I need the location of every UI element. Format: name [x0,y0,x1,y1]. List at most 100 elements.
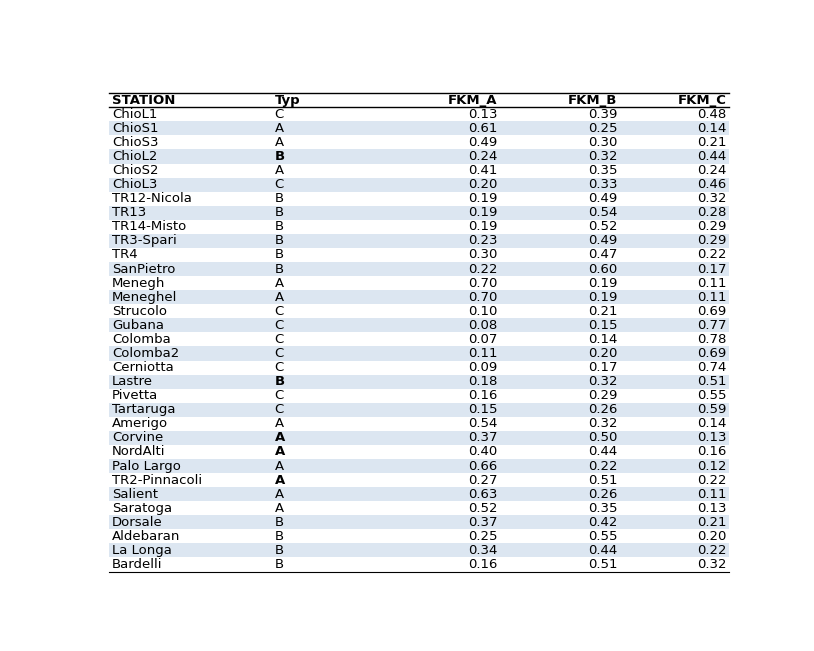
Text: B: B [274,558,284,571]
Bar [109,361,729,374]
Text: C: C [274,361,284,374]
Text: 0.22: 0.22 [468,262,497,275]
Text: 0.70: 0.70 [468,291,497,303]
Text: Bardelli: Bardelli [112,558,162,571]
Text: Salient: Salient [112,488,158,501]
Text: 0.11: 0.11 [468,347,497,360]
Text: 0.35: 0.35 [588,502,617,515]
Text: ChioS3: ChioS3 [112,136,159,149]
Text: 0.34: 0.34 [468,544,497,557]
Text: B: B [274,206,284,219]
Text: TR12-Nicola: TR12-Nicola [112,192,192,205]
Text: Palo Largo: Palo Largo [112,460,181,473]
Bar [109,374,729,389]
Text: B: B [274,530,284,543]
Text: 0.13: 0.13 [697,502,726,515]
Text: 0.46: 0.46 [697,178,726,191]
Text: A: A [274,277,284,290]
Text: 0.13: 0.13 [468,108,497,121]
Text: 0.55: 0.55 [588,530,617,543]
Text: Amerigo: Amerigo [112,417,168,430]
Text: 0.51: 0.51 [588,474,617,486]
Text: B: B [274,516,284,529]
Text: 0.23: 0.23 [468,234,497,247]
Text: A: A [274,417,284,430]
Text: 0.52: 0.52 [468,502,497,515]
Text: Cerniotta: Cerniotta [112,361,173,374]
Text: STATION: STATION [112,94,175,107]
Text: ChioL1: ChioL1 [112,108,157,121]
Text: A: A [274,460,284,473]
Text: 0.32: 0.32 [588,417,617,430]
Text: 0.77: 0.77 [697,319,726,332]
Bar [109,121,729,135]
Text: 0.21: 0.21 [697,136,726,149]
Text: TR4: TR4 [112,249,138,262]
Text: 0.48: 0.48 [697,108,726,121]
Bar [109,417,729,431]
Text: 0.07: 0.07 [468,333,497,346]
Text: C: C [274,389,284,402]
Text: 0.63: 0.63 [468,488,497,501]
Bar [109,220,729,234]
Text: 0.26: 0.26 [588,488,617,501]
Text: C: C [274,319,284,332]
Text: 0.54: 0.54 [468,417,497,430]
Text: 0.27: 0.27 [468,474,497,486]
Bar [109,318,729,333]
Text: 0.25: 0.25 [468,530,497,543]
Text: 0.19: 0.19 [468,192,497,205]
Text: La Longa: La Longa [112,544,172,557]
Text: 0.11: 0.11 [697,277,726,290]
Bar [109,135,729,150]
Text: 0.37: 0.37 [468,516,497,529]
Bar [109,346,729,361]
Text: TR14-Misto: TR14-Misto [112,220,186,233]
Text: 0.51: 0.51 [588,558,617,571]
Text: 0.61: 0.61 [468,122,497,135]
Text: 0.19: 0.19 [588,277,617,290]
Text: 0.14: 0.14 [588,333,617,346]
Text: 0.09: 0.09 [468,361,497,374]
Text: 0.66: 0.66 [468,460,497,473]
Text: B: B [274,220,284,233]
Text: 0.51: 0.51 [697,375,726,388]
Text: 0.50: 0.50 [588,432,617,445]
Text: B: B [274,249,284,262]
Text: 0.74: 0.74 [697,361,726,374]
Bar [109,206,729,220]
Text: 0.47: 0.47 [588,249,617,262]
Text: 0.21: 0.21 [697,516,726,529]
Text: 0.12: 0.12 [697,460,726,473]
Bar [109,276,729,290]
Bar [109,191,729,206]
Text: TR13: TR13 [112,206,146,219]
Text: B: B [274,234,284,247]
Text: 0.25: 0.25 [588,122,617,135]
Text: B: B [274,375,285,388]
Text: 0.14: 0.14 [697,417,726,430]
Text: 0.20: 0.20 [697,530,726,543]
Text: 0.20: 0.20 [468,178,497,191]
Bar [109,290,729,304]
Text: 0.32: 0.32 [697,192,726,205]
Text: SanPietro: SanPietro [112,262,175,275]
Bar [109,487,729,501]
Text: 0.60: 0.60 [588,262,617,275]
Text: 0.08: 0.08 [468,319,497,332]
Text: 0.59: 0.59 [697,403,726,416]
Bar [109,304,729,318]
Text: C: C [274,347,284,360]
Text: A: A [274,488,284,501]
Text: 0.44: 0.44 [588,544,617,557]
Text: 0.69: 0.69 [697,347,726,360]
Bar [109,544,729,557]
Text: Meneghel: Meneghel [112,291,177,303]
Bar [109,248,729,262]
Text: Dorsale: Dorsale [112,516,163,529]
Text: Saratoga: Saratoga [112,502,172,515]
Bar [109,445,729,459]
Text: 0.15: 0.15 [468,403,497,416]
Text: 0.29: 0.29 [697,234,726,247]
Text: 0.54: 0.54 [588,206,617,219]
